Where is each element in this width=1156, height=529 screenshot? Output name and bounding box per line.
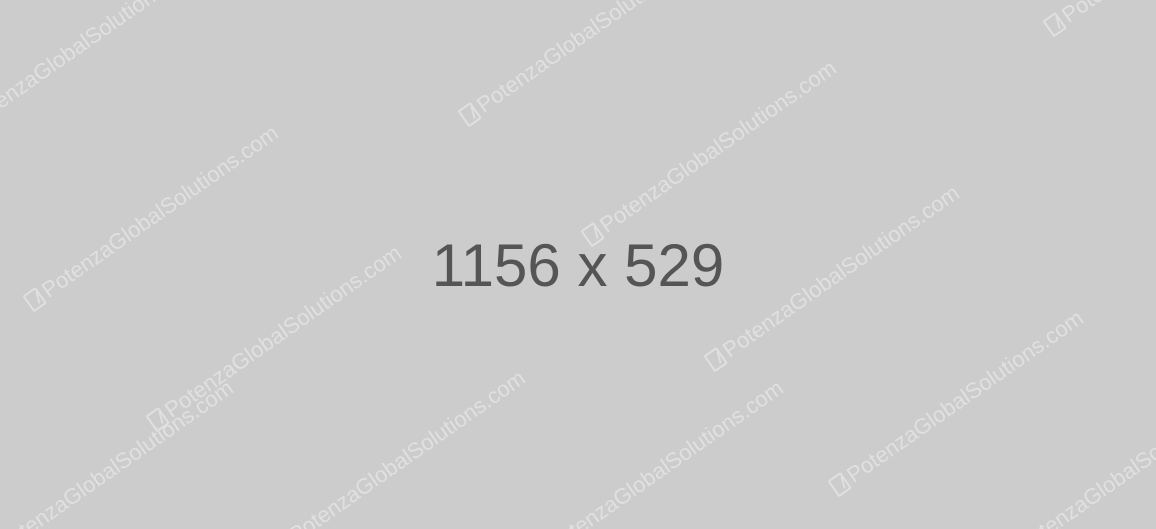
watermark: PotenzaGlobalSolutions.com (456, 0, 718, 129)
watermark: PotenzaGlobalSolutions.com (1041, 0, 1156, 39)
watermark-text: PotenzaGlobalSolutions.com (1012, 375, 1156, 529)
watermark-text: PotenzaGlobalSolutions.com (0, 375, 238, 529)
watermark: PotenzaGlobalSolutions.com (996, 375, 1156, 529)
watermark-text: PotenzaGlobalSolutions.com (542, 375, 788, 529)
watermark-text: PotenzaGlobalSolutions.com (472, 0, 718, 118)
dimensions-label: 1156 x 529 (431, 232, 725, 299)
watermark: PotenzaGlobalSolutions.com (526, 375, 788, 529)
logo-icon (703, 346, 728, 373)
watermark-text: PotenzaGlobalSolutions.com (842, 305, 1088, 488)
watermark-text: PotenzaGlobalSolutions.com (1057, 0, 1156, 28)
logo-icon (457, 101, 482, 128)
watermark: PotenzaGlobalSolutions.com (268, 365, 530, 529)
watermark: PotenzaGlobalSolutions.com (826, 305, 1088, 499)
watermark-text: PotenzaGlobalSolutions.com (284, 365, 530, 529)
watermark: PotenzaGlobalSolutions.com (0, 0, 208, 144)
logo-icon (145, 406, 170, 433)
watermark-text: PotenzaGlobalSolutions.com (0, 0, 208, 133)
watermark-text: PotenzaGlobalSolutions.com (595, 55, 841, 238)
logo-icon (827, 471, 852, 498)
watermark: PotenzaGlobalSolutions.com (579, 55, 841, 249)
watermark: PotenzaGlobalSolutions.com (0, 375, 238, 529)
logo-icon (1042, 11, 1067, 38)
